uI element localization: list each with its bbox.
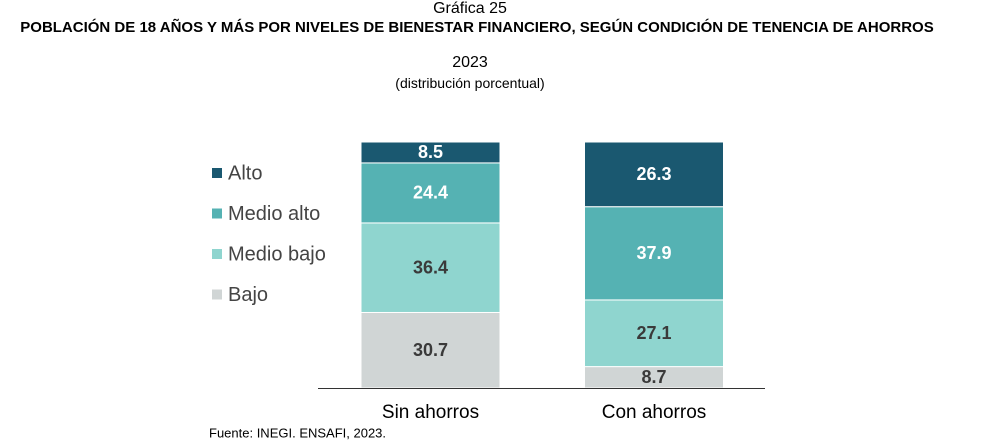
bar-segment: [360, 222, 501, 313]
data-label: 30.7: [413, 340, 448, 360]
data-label: 8.5: [418, 142, 443, 162]
x-tick-label: Con ahorros: [602, 402, 707, 423]
bar-segment: [360, 311, 501, 389]
source: Fuente: INEGI. ENSAFI, 2023.: [209, 425, 386, 440]
legend-label: Alto: [228, 162, 262, 184]
bar-segment: [584, 141, 724, 208]
chart-label: Gráfica 25: [433, 0, 507, 17]
legend-swatch: [212, 168, 222, 178]
bar-segment: [360, 141, 501, 164]
bar-segment: [584, 206, 724, 301]
legend-swatch: [212, 208, 222, 219]
data-label: 26.3: [636, 164, 671, 184]
data-label: 36.4: [413, 257, 448, 277]
chart-title: POBLACIÓN DE 18 AÑOS Y MÁS POR NIVELES D…: [20, 19, 934, 36]
data-label: 24.4: [413, 183, 448, 203]
data-label: 37.9: [636, 243, 671, 263]
legend-label: Medio alto: [228, 203, 320, 225]
data-label: 27.1: [636, 323, 671, 343]
legend-swatch: [212, 249, 222, 259]
bar-segment: [584, 299, 724, 368]
chart-year: 2023: [452, 54, 488, 71]
legend-swatch: [212, 289, 222, 300]
chart-subtitle: (distribución porcentual): [395, 75, 545, 91]
bar-segment: [360, 162, 501, 224]
x-tick-label: Sin ahorros: [382, 402, 479, 423]
legend-label: Bajo: [228, 284, 268, 306]
legend-label: Medio bajo: [228, 243, 326, 265]
data-label: 8.7: [641, 367, 666, 387]
